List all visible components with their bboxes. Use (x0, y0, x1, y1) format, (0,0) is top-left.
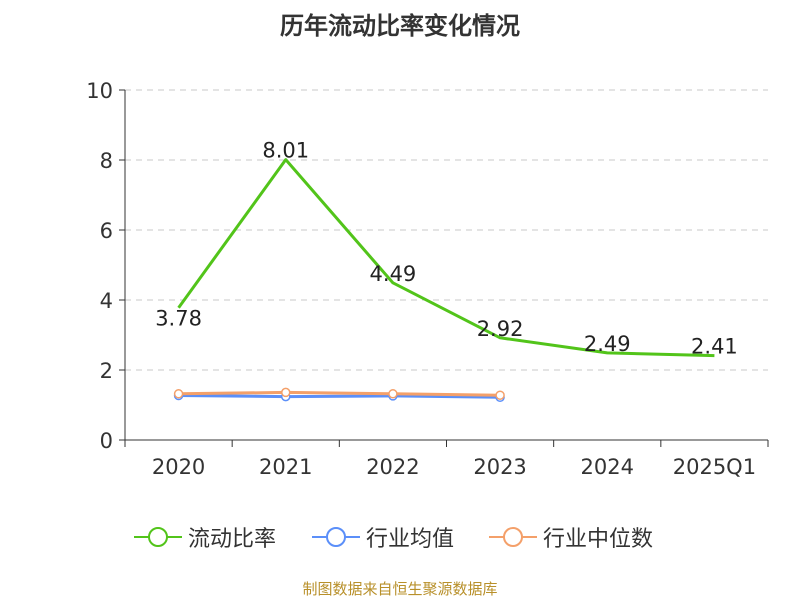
legend-marker-orange-icon (489, 527, 537, 547)
x-tick-label: 2020 (152, 455, 205, 479)
x-tick-label: 2025Q1 (673, 455, 756, 479)
data-point (388, 389, 398, 399)
series-line (177, 158, 715, 358)
y-tick-label: 6 (100, 219, 113, 243)
x-tick-label: 2021 (259, 455, 312, 479)
data-label: 4.49 (370, 262, 417, 286)
legend-label: 行业均值 (366, 527, 455, 552)
x-tick-label: 2023 (473, 455, 526, 479)
y-tick-label: 2 (100, 359, 113, 383)
y-tick-label: 4 (100, 289, 113, 313)
data-label: 3.78 (155, 307, 202, 331)
y-tick-label: 8 (100, 149, 113, 173)
legend-marker-blue-icon (312, 527, 360, 547)
data-source-note: 制图数据来自恒生聚源数据库 (302, 580, 498, 598)
legend-item-industry-mean[interactable]: 行业均值 (312, 522, 454, 552)
legend-label: 流动比率 (188, 527, 277, 552)
chart-title: 历年流动比率变化情况 (280, 12, 520, 40)
data-point (281, 387, 291, 398)
x-tick-label: 2022 (366, 455, 419, 479)
legend-item-industry-median[interactable]: 行业中位数 (489, 522, 653, 552)
legend-item-current-ratio[interactable]: 流动比率 (134, 522, 276, 552)
x-tick-label: 2024 (581, 455, 634, 479)
data-label: 2.92 (477, 317, 524, 341)
data-point (173, 389, 184, 399)
y-tick-label: 10 (86, 79, 113, 103)
series-line (178, 390, 501, 397)
series-line (178, 394, 501, 399)
data-label: 8.01 (262, 139, 309, 163)
data-label: 2.41 (691, 335, 738, 359)
legend-label: 行业中位数 (543, 527, 654, 552)
data-point (495, 390, 505, 400)
data-label: 2.49 (584, 332, 631, 356)
legend-marker-green-icon (134, 527, 182, 547)
y-tick-label: 0 (100, 429, 113, 453)
chart-legend: 流动比率 行业均值 行业中位数 (0, 522, 800, 552)
